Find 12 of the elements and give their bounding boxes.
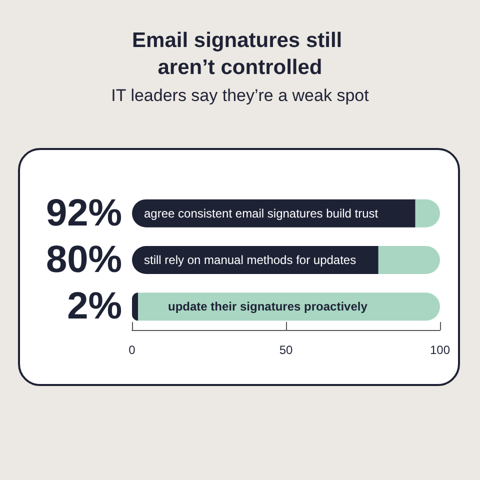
- data-label: 80%: [46, 239, 122, 281]
- bar: [378, 246, 440, 274]
- y-tick-label: still rely on manual methods for updates: [144, 253, 356, 267]
- chart-subtitle: IT leaders say they’re a weak spot: [111, 86, 370, 105]
- y-tick-label: agree consistent email signatures build trust: [144, 206, 379, 220]
- y-tick-label: update their signatures proactively: [168, 300, 368, 314]
- x-tick-label: 50: [279, 343, 293, 357]
- x-tick-label: 0: [128, 343, 136, 357]
- chart-title: Email signatures still aren’t controlled: [132, 29, 348, 79]
- data-label: 92%: [46, 192, 122, 234]
- data-label: 2%: [67, 286, 122, 328]
- x-tick-label: 100: [430, 343, 450, 357]
